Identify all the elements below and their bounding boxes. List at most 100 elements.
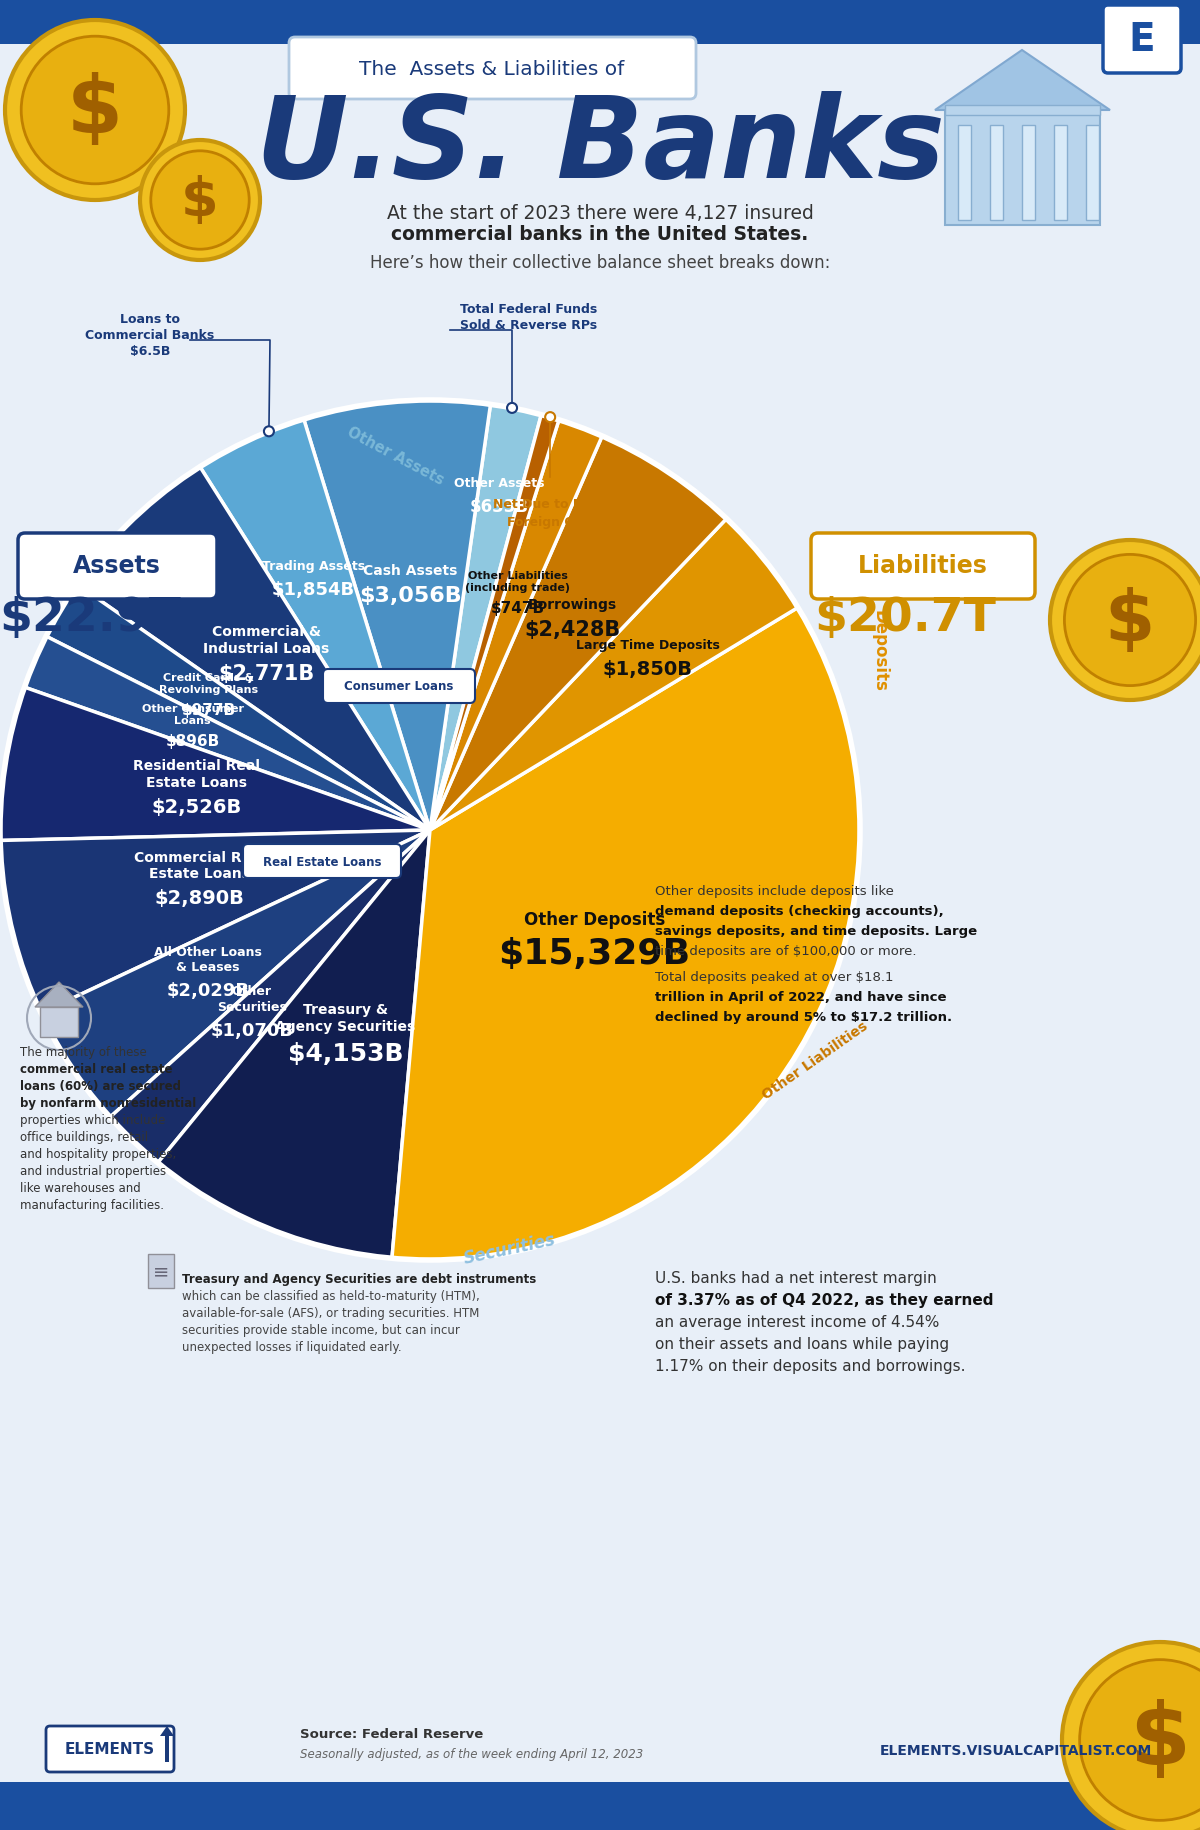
Text: Other deposits include deposits like: Other deposits include deposits like xyxy=(655,884,894,897)
Bar xyxy=(1054,126,1067,221)
Wedge shape xyxy=(430,520,798,831)
Text: which can be classified as held-to-maturity (HTM),: which can be classified as held-to-matur… xyxy=(182,1290,480,1303)
Polygon shape xyxy=(160,1726,174,1737)
Text: The majority of these: The majority of these xyxy=(20,1045,146,1058)
Wedge shape xyxy=(0,688,430,842)
Text: $633B: $633B xyxy=(469,498,528,516)
Circle shape xyxy=(508,404,517,414)
Text: Other Assets: Other Assets xyxy=(344,425,446,487)
Text: At the start of 2023 there were 4,127 insured: At the start of 2023 there were 4,127 in… xyxy=(386,203,814,223)
Text: Cash Assets: Cash Assets xyxy=(364,564,457,578)
Text: commercial real estate: commercial real estate xyxy=(20,1063,173,1076)
Text: $747B: $747B xyxy=(491,600,545,617)
Text: Commercial &
Industrial Loans: Commercial & Industrial Loans xyxy=(203,626,330,655)
Text: $: $ xyxy=(181,176,218,227)
Wedge shape xyxy=(46,586,430,831)
Text: Securities: Securities xyxy=(462,1230,558,1268)
Text: Credit Cards &
Revolving Plans: Credit Cards & Revolving Plans xyxy=(158,672,258,694)
Circle shape xyxy=(1064,554,1195,686)
Text: available-for-sale (AFS), or trading securities. HTM: available-for-sale (AFS), or trading sec… xyxy=(182,1307,479,1319)
Text: Source: Federal Reserve: Source: Federal Reserve xyxy=(300,1728,484,1740)
Bar xyxy=(166,1737,169,1762)
FancyBboxPatch shape xyxy=(242,844,401,878)
Text: Treasury &
Agency Securities: Treasury & Agency Securities xyxy=(276,1003,415,1034)
Text: commercial banks in the United States.: commercial banks in the United States. xyxy=(391,225,809,243)
Text: Treasury and Agency Securities are debt instruments: Treasury and Agency Securities are debt … xyxy=(182,1272,536,1285)
Text: Commercial Real
Estate Loans: Commercial Real Estate Loans xyxy=(134,851,265,880)
Text: ELEMENTS.VISUALCAPITALIST.COM: ELEMENTS.VISUALCAPITALIST.COM xyxy=(880,1742,1152,1757)
Circle shape xyxy=(264,426,274,437)
Bar xyxy=(946,106,1100,115)
Text: U.S. Banks: U.S. Banks xyxy=(256,90,944,201)
Text: Large Time Deposits: Large Time Deposits xyxy=(576,639,720,651)
Text: $2,890B: $2,890B xyxy=(155,889,245,908)
Text: manufacturing facilities.: manufacturing facilities. xyxy=(20,1199,164,1211)
Text: Seasonally adjusted, as of the week ending April 12, 2023: Seasonally adjusted, as of the week endi… xyxy=(300,1748,643,1760)
Text: $: $ xyxy=(1105,586,1156,655)
Circle shape xyxy=(5,20,185,201)
Text: $22.9T: $22.9T xyxy=(0,597,181,640)
Text: securities provide stable income, but can incur: securities provide stable income, but ca… xyxy=(182,1323,460,1336)
Text: Loans to: Loans to xyxy=(120,313,180,326)
Text: declined by around 5% to $17.2 trillion.: declined by around 5% to $17.2 trillion. xyxy=(655,1010,952,1023)
Text: $896B: $896B xyxy=(166,734,220,748)
Bar xyxy=(946,112,1100,225)
Text: office buildings, retail: office buildings, retail xyxy=(20,1131,148,1144)
Text: $3,056B: $3,056B xyxy=(359,586,462,606)
Text: $2,526B: $2,526B xyxy=(151,798,241,816)
Text: $4,153B: $4,153B xyxy=(288,1041,403,1065)
Text: ≡: ≡ xyxy=(152,1263,169,1281)
Text: Total deposits peaked at over $18.1: Total deposits peaked at over $18.1 xyxy=(655,970,894,983)
Text: Other Consumer
Loans: Other Consumer Loans xyxy=(142,703,244,725)
Text: on their assets and loans while paying: on their assets and loans while paying xyxy=(655,1336,949,1351)
Bar xyxy=(958,126,971,221)
Polygon shape xyxy=(35,983,83,1008)
FancyBboxPatch shape xyxy=(323,670,475,703)
Wedge shape xyxy=(157,831,430,1259)
Text: Foreign Offices: Foreign Offices xyxy=(506,516,613,529)
Text: trillion in April of 2022, and have since: trillion in April of 2022, and have sinc… xyxy=(655,990,947,1003)
Text: Residential Real
Estate Loans: Residential Real Estate Loans xyxy=(133,759,260,789)
Wedge shape xyxy=(430,404,541,831)
Text: and industrial properties: and industrial properties xyxy=(20,1164,166,1177)
Text: Borrowings: Borrowings xyxy=(528,598,617,611)
Text: savings deposits, and time deposits. Large: savings deposits, and time deposits. Lar… xyxy=(655,924,977,937)
Circle shape xyxy=(140,141,260,262)
Wedge shape xyxy=(430,415,559,831)
Text: properties which include: properties which include xyxy=(20,1113,166,1127)
Wedge shape xyxy=(304,401,491,831)
Text: ELEMENTS: ELEMENTS xyxy=(65,1742,155,1757)
Text: Net Due to Related: Net Due to Related xyxy=(493,498,628,511)
Wedge shape xyxy=(24,637,430,831)
Bar xyxy=(148,1254,174,1288)
Text: and hospitality properties,: and hospitality properties, xyxy=(20,1147,176,1160)
Circle shape xyxy=(1062,1642,1200,1830)
FancyBboxPatch shape xyxy=(18,534,217,600)
Text: $2,029B: $2,029B xyxy=(167,983,250,999)
Text: like warehouses and: like warehouses and xyxy=(20,1182,140,1195)
Text: Trading Assets: Trading Assets xyxy=(262,560,365,573)
Text: Sold & Reverse RPs: Sold & Reverse RPs xyxy=(460,318,598,331)
Circle shape xyxy=(22,37,169,185)
Bar xyxy=(1022,126,1034,221)
Text: $1,070B: $1,070B xyxy=(210,1021,293,1039)
Text: loans (60%) are secured: loans (60%) are secured xyxy=(20,1080,181,1093)
Wedge shape xyxy=(430,421,602,831)
FancyBboxPatch shape xyxy=(289,38,696,101)
Text: Deposits: Deposits xyxy=(871,609,889,692)
Text: Other Liabilities: Other Liabilities xyxy=(760,1019,870,1102)
FancyBboxPatch shape xyxy=(811,534,1034,600)
Text: $2,771B: $2,771B xyxy=(218,664,314,684)
Text: $20.7T: $20.7T xyxy=(814,597,996,640)
Bar xyxy=(1086,126,1099,221)
Text: All Other Loans
& Leases: All Other Loans & Leases xyxy=(154,946,262,974)
Text: Real Estate Loans: Real Estate Loans xyxy=(263,855,382,867)
Text: Liabilities: Liabilities xyxy=(858,554,988,578)
Polygon shape xyxy=(935,51,1110,112)
Wedge shape xyxy=(430,437,726,831)
Circle shape xyxy=(151,152,250,251)
Text: Other Assets: Other Assets xyxy=(454,476,544,490)
Bar xyxy=(40,1008,78,1038)
Text: $6.5B: $6.5B xyxy=(130,344,170,359)
Text: E: E xyxy=(1129,20,1156,59)
